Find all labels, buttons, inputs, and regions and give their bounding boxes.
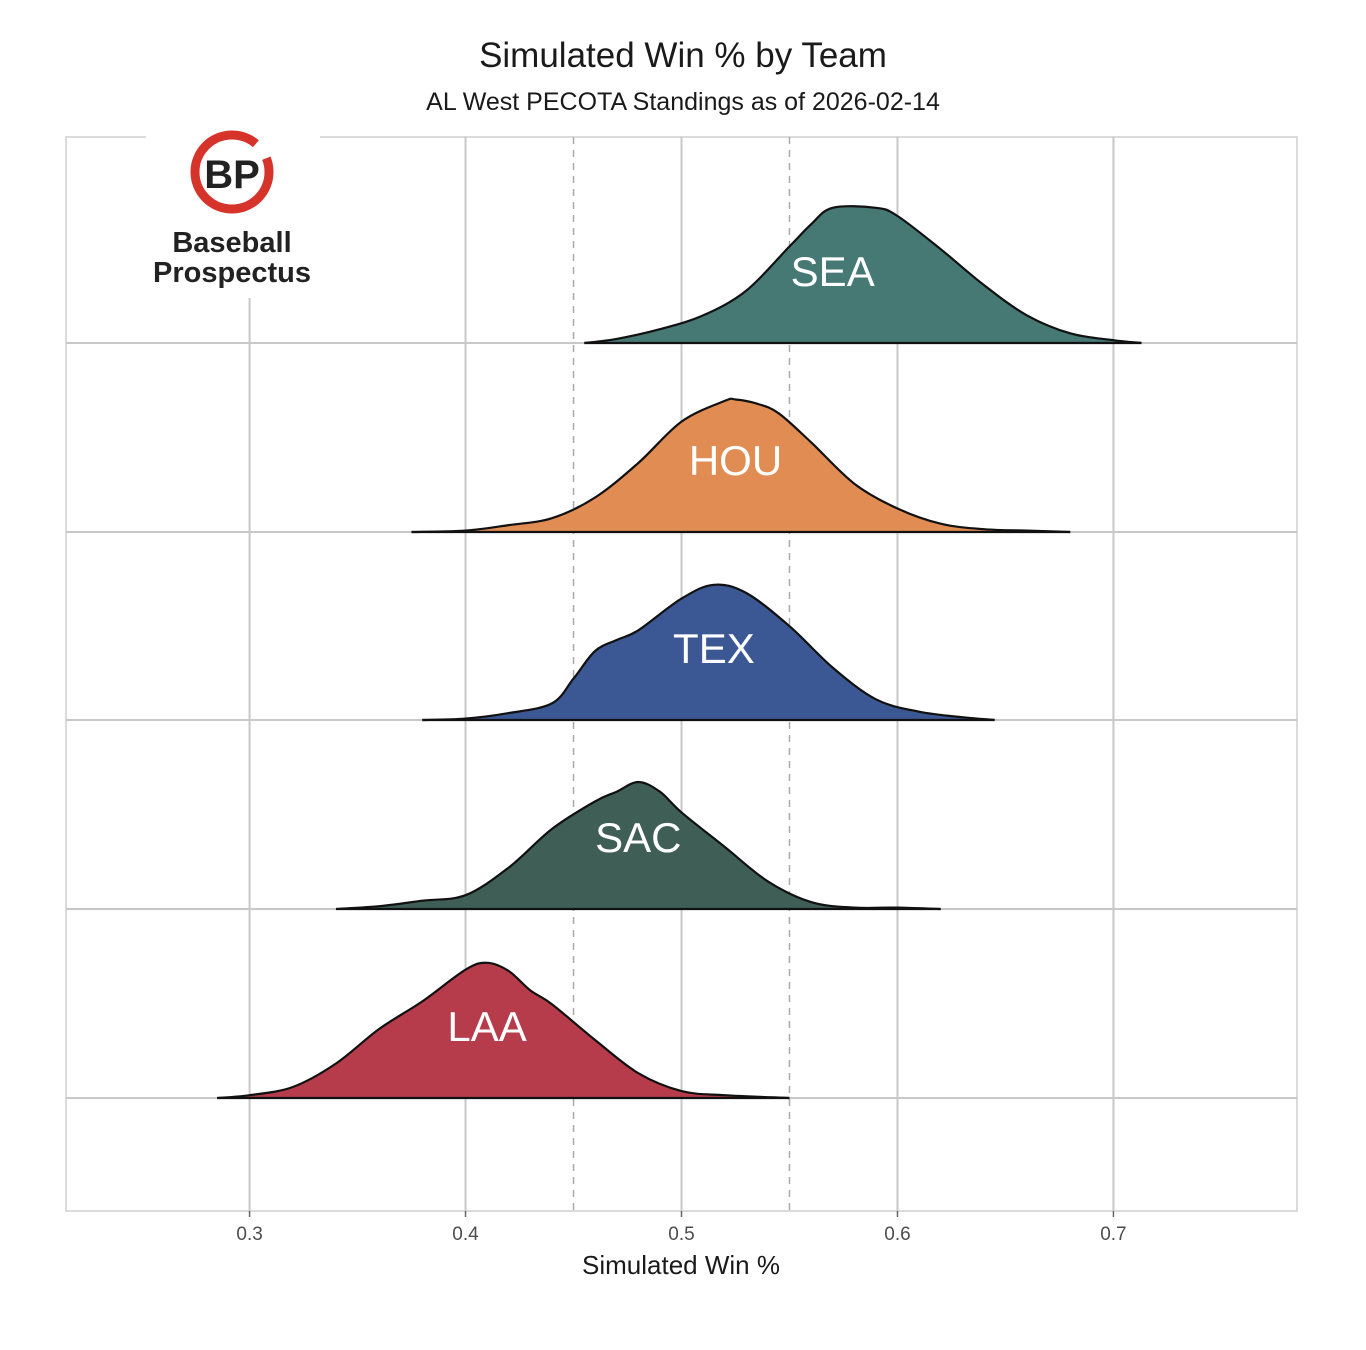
x-tick-label-0: 0.3 xyxy=(236,1224,262,1245)
ridge-fill-tex xyxy=(422,584,995,720)
team-label-sea: SEA xyxy=(791,248,875,295)
team-label-laa: LAA xyxy=(447,1003,526,1050)
logo-line-prospectus: Prospectus xyxy=(153,257,311,289)
ridge-fill-laa xyxy=(217,962,790,1098)
ridge-hou: HOU xyxy=(411,397,1071,534)
ridge-fill-sea xyxy=(584,206,1142,343)
ridges: SEA HOU TEX SAC LAA xyxy=(217,205,1142,1100)
chart-title: Simulated Win % by Team xyxy=(479,36,887,75)
x-tick-label-4: 0.7 xyxy=(1100,1224,1126,1245)
team-label-hou: HOU xyxy=(689,437,782,484)
ridge-outline-laa xyxy=(217,961,790,1100)
ridge-outline-hou xyxy=(411,397,1071,534)
ridge-outline-sac xyxy=(335,780,941,911)
ridge-outline-tex xyxy=(422,583,995,722)
ridge-sac: SAC xyxy=(335,780,941,911)
ridge-laa: LAA xyxy=(217,961,790,1100)
ridge-tex: TEX xyxy=(422,583,995,722)
team-label-sac: SAC xyxy=(595,814,681,861)
ridge-fill-hou xyxy=(411,398,1071,532)
ridge-outline-sea xyxy=(584,205,1142,345)
baseball-prospectus-logo: BP Baseball Prospectus xyxy=(146,124,320,298)
ridge-fill-sac xyxy=(336,782,941,909)
x-tick-label-2: 0.5 xyxy=(668,1224,694,1245)
x-axis-title: Simulated Win % xyxy=(582,1250,780,1280)
x-tick-label-3: 0.6 xyxy=(884,1224,910,1245)
ridge-sea: SEA xyxy=(584,205,1142,345)
logo-mark: BP xyxy=(204,153,260,197)
chart-subtitle: AL West PECOTA Standings as of 2026-02-1… xyxy=(426,88,940,116)
x-tick-label-1: 0.4 xyxy=(452,1224,479,1245)
team-label-tex: TEX xyxy=(673,625,755,672)
x-axis: 0.3 0.4 0.5 0.6 0.7 xyxy=(236,1211,1127,1245)
logo-ring-icon xyxy=(190,130,274,214)
logo-line-baseball: Baseball xyxy=(172,227,291,259)
